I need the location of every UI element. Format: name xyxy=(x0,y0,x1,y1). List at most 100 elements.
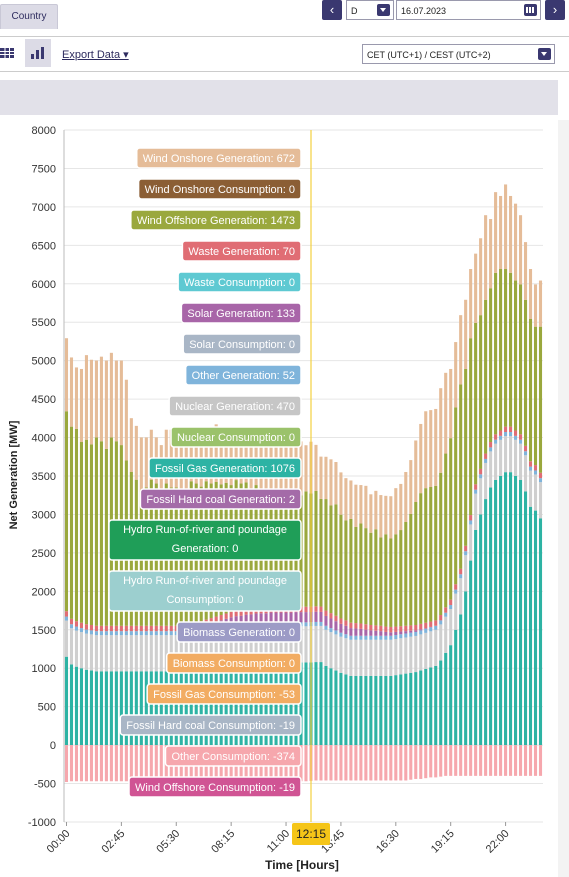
bar-segment-waste xyxy=(359,623,363,629)
bar-segment-wind-onshore xyxy=(499,195,503,270)
y-tick-label: 5000 xyxy=(32,356,56,368)
bar-segment-nuclear xyxy=(394,639,398,676)
x-tick-label: 02:45 xyxy=(100,828,128,856)
bar-segment-other xyxy=(454,589,458,594)
tooltip-entry-label: Waste Generation: 70 xyxy=(188,246,295,258)
bar-segment-other-consumption xyxy=(124,745,128,782)
bar-segment-waste xyxy=(319,606,323,612)
bar-segment-other-consumption xyxy=(64,745,69,783)
bar-segment-wind-offshore xyxy=(429,487,433,622)
bar-segment-solar xyxy=(329,618,333,629)
bar-segment-other xyxy=(339,632,343,637)
bar-segment-fossil-gas xyxy=(219,667,223,746)
bar-segment-wind-onshore xyxy=(528,269,533,319)
bar-segment-other-consumption xyxy=(354,745,358,781)
bar-segment-wind-offshore xyxy=(533,326,538,466)
previous-date-button[interactable]: ‹ xyxy=(322,0,342,20)
bar-segment-nuclear xyxy=(84,633,88,670)
bar-segment-nuclear xyxy=(294,626,298,663)
date-input[interactable]: 16.07.2023 xyxy=(396,0,541,20)
bar-segment-other xyxy=(484,458,488,463)
bar-segment-fossil-gas xyxy=(479,514,483,746)
bar-segment-waste xyxy=(209,618,213,624)
bar-segment-wind-onshore xyxy=(74,367,79,429)
bar-segment-other-consumption xyxy=(154,745,158,782)
tooltip-entry xyxy=(135,147,302,169)
bar-segment-other-consumption xyxy=(434,745,438,778)
bar-segment-other xyxy=(404,633,408,638)
bar-segment-other-consumption xyxy=(514,745,518,776)
bar-segment-solar xyxy=(234,616,238,626)
bar-segment-wind-onshore xyxy=(194,429,198,484)
bar-segment-waste xyxy=(314,606,318,612)
bar-segment-other-consumption xyxy=(99,745,103,782)
bar-segment-fossil-gas xyxy=(189,671,193,746)
bar-segment-nuclear xyxy=(379,639,383,676)
bar-segment-other-consumption xyxy=(454,745,458,776)
resolution-select[interactable]: D xyxy=(346,0,394,20)
bar-segment-solar xyxy=(279,612,283,623)
export-data-link[interactable]: Export Data ▾ xyxy=(62,49,129,61)
bar-segment-wind-onshore xyxy=(69,357,74,427)
bar-segment-nuclear xyxy=(244,628,248,665)
bar-segment-fossil-gas xyxy=(149,671,153,746)
x-tick-label: 22:00 xyxy=(484,828,512,856)
bar-segment-waste xyxy=(474,484,478,490)
bar-segment-fossil-gas xyxy=(344,674,348,746)
bar-segment-other xyxy=(144,631,148,636)
page-scrollbar[interactable] xyxy=(558,120,569,877)
bar-segment-fossil-gas xyxy=(214,668,218,746)
next-date-button[interactable]: › xyxy=(545,0,565,20)
bar-segment-wind-onshore xyxy=(119,360,123,446)
bar-segment-nuclear xyxy=(339,636,343,673)
bar-segment-other-consumption xyxy=(374,745,378,781)
tooltip-entry xyxy=(170,426,302,448)
bar-segment-waste xyxy=(454,584,458,590)
bar-segment-wind-onshore xyxy=(89,359,93,445)
bar-segment-nuclear xyxy=(249,628,253,665)
bar-segment-wind-onshore xyxy=(454,342,458,408)
bar-segment-waste xyxy=(134,625,138,632)
bar-segment-wind-offshore xyxy=(344,520,348,621)
bar-segment-other-consumption xyxy=(69,745,74,782)
tooltip-entry xyxy=(137,178,302,200)
bar-segment-other xyxy=(139,631,143,636)
calendar-icon[interactable] xyxy=(524,4,537,16)
tooltip-entry-label: Generation: 0 xyxy=(172,543,239,555)
table-view-button[interactable] xyxy=(0,39,22,67)
tab-country[interactable]: Country xyxy=(0,4,58,29)
bar-segment-other xyxy=(409,632,413,637)
timezone-select[interactable]: CET (UTC+1) / CEST (UTC+2) xyxy=(362,44,555,64)
bar-segment-other xyxy=(164,631,168,636)
bar-segment-wind-onshore xyxy=(134,425,138,480)
bar-segment-other xyxy=(314,621,318,626)
bar-segment-wind-offshore xyxy=(64,411,69,612)
bar-segment-other xyxy=(149,631,153,636)
bar-segment-waste xyxy=(444,607,448,613)
bar-segment-wind-offshore xyxy=(339,514,343,619)
bar-segment-wind-offshore xyxy=(469,338,473,516)
chart-view-button[interactable] xyxy=(25,39,51,67)
bar-segment-nuclear xyxy=(129,635,133,672)
bar-segment-wind-onshore xyxy=(533,284,538,327)
bar-segment-nuclear xyxy=(439,624,443,661)
bar-segment-wind-offshore xyxy=(449,438,453,600)
bar-segment-fossil-gas xyxy=(74,666,79,746)
bar-segment-other-consumption xyxy=(489,745,493,776)
bar-segment-wind-offshore xyxy=(304,491,308,607)
bar-segment-wind-offshore xyxy=(523,299,528,446)
bar-segment-nuclear xyxy=(284,626,288,663)
bar-segment-fossil-gas xyxy=(384,675,388,746)
bar-segment-wind-offshore xyxy=(319,498,323,607)
bar-segment-fossil-gas xyxy=(114,671,118,746)
bar-segment-fossil-gas xyxy=(364,675,368,746)
bar-segment-fossil-gas xyxy=(304,662,308,746)
bar-segment-other-consumption xyxy=(369,745,373,781)
tooltip-entry xyxy=(180,302,302,324)
bar-segment-nuclear xyxy=(359,639,363,676)
bar-segment-other-consumption xyxy=(104,745,108,782)
bar-segment-solar xyxy=(399,631,403,635)
bar-segment-fossil-gas xyxy=(109,671,113,746)
bar-segment-wind-offshore xyxy=(484,299,488,454)
tooltip-entry xyxy=(148,457,302,479)
